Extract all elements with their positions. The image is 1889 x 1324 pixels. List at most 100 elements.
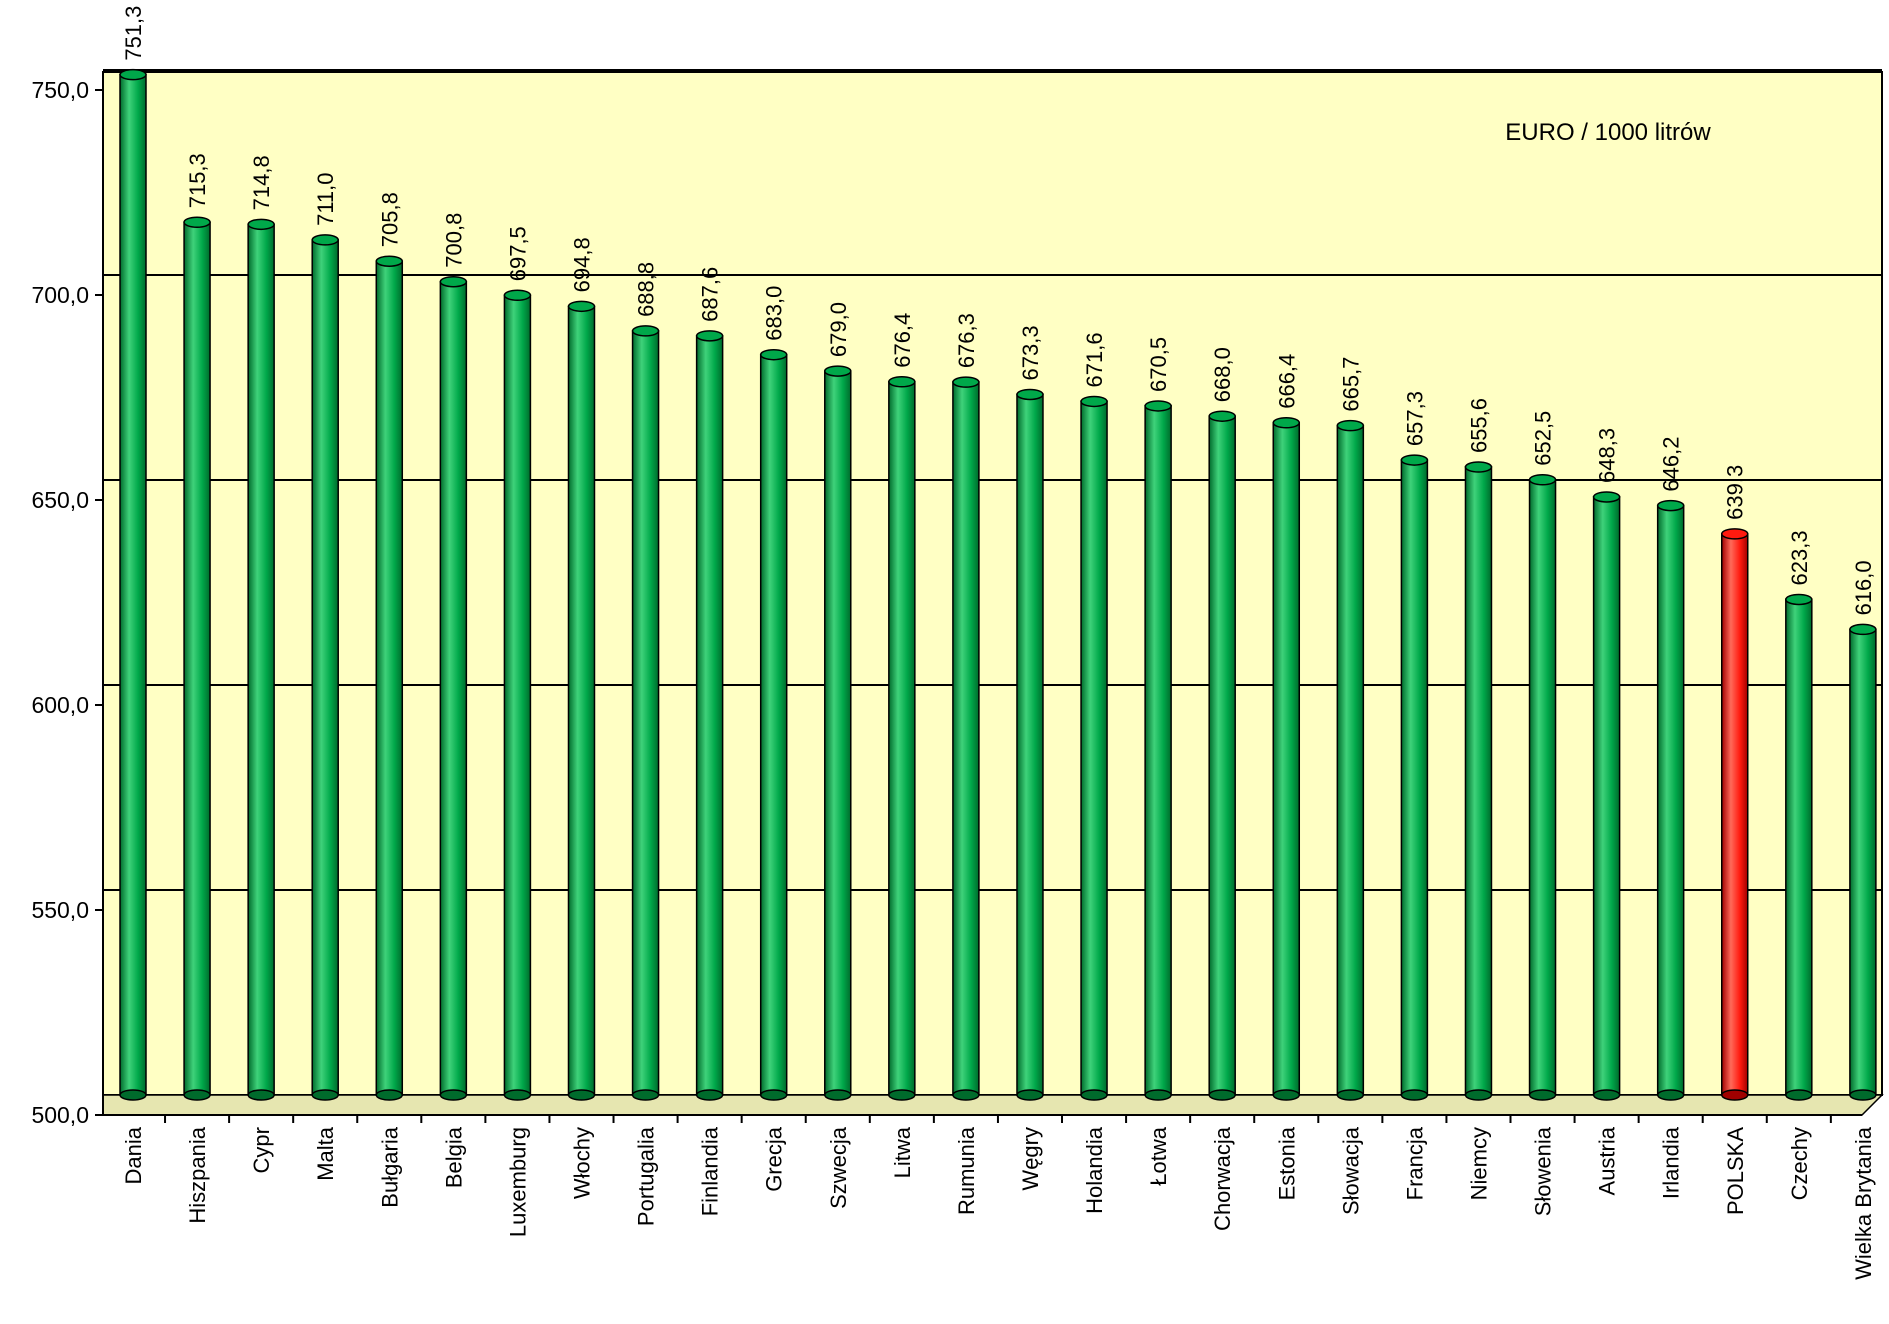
value-label: 751,3 [121,6,146,61]
bars [119,68,1877,1101]
category-label: Bułgaria [377,1126,402,1207]
value-label: 655,6 [1466,398,1491,453]
bar-body [824,370,852,1096]
bar-holandia [1080,395,1108,1101]
bar-top [824,365,852,377]
bar-francja [1400,454,1429,1101]
category-label: Hiszpania [185,1126,210,1223]
bar-body [1208,415,1236,1096]
value-label: 687,6 [698,267,723,322]
bar-chorwacja [1208,410,1236,1101]
bar-body [695,335,724,1096]
bar-top [1208,410,1236,422]
bar-top [1656,499,1685,512]
bar-base [1080,1089,1108,1101]
bar-włochy [567,300,596,1101]
bar-top [567,300,596,313]
bar-top [1080,395,1108,408]
bar-top [247,218,275,231]
bar-top [1272,417,1301,429]
value-label: 714,8 [249,155,274,210]
bar-rumunia [952,376,980,1101]
bar-top [631,325,660,337]
bar-base [247,1089,275,1101]
bar-szwecja [824,365,852,1101]
bar-body [1849,628,1877,1096]
bar-body [1592,496,1621,1096]
value-label: 711,0 [313,172,338,225]
bar-bułgaria [375,255,404,1101]
value-label: 697,5 [505,226,530,281]
labels: 751,3 Dania 715,3 Hiszpania 714,8 Cypr 711,0 Ma… [31,6,1875,1280]
category-label: Niemcy [1466,1127,1491,1200]
bar-body [631,330,660,1096]
bar-body [119,73,147,1096]
bar-body [1272,422,1301,1096]
bar-top [1592,491,1621,503]
category-label: Portugalia [634,1126,659,1226]
bar-estonia [1272,417,1301,1101]
bar-top [1400,454,1429,466]
bar-top [311,234,339,246]
bar-polska [1721,528,1749,1101]
category-label: Malta [313,1126,338,1181]
bar-base [1016,1089,1044,1101]
value-label: 679,0 [826,302,851,357]
bar-base [759,1089,788,1101]
category-label: Dania [121,1126,146,1184]
bar-top [183,216,211,229]
bar-węgry [1016,388,1044,1101]
bar-portugalia [631,325,660,1101]
category-label: Chorwacja [1210,1126,1235,1231]
y-tick-label: 700,0 [31,282,89,308]
bar-body [952,381,980,1096]
bar-body [1080,400,1108,1096]
value-label: 715,3 [185,153,210,208]
bar-top [1464,461,1493,473]
category-label: Łotwa [1146,1126,1171,1185]
category-label: Luxemburg [505,1127,530,1237]
bar-base [311,1089,339,1101]
bar-finlandia [695,330,724,1101]
category-label: Węgry [1018,1127,1043,1191]
value-label: 652,5 [1531,411,1556,466]
category-label: Rumunia [954,1126,979,1215]
value-label: 705,8 [377,192,402,247]
bar-body [247,223,275,1096]
category-label: Holandia [1082,1126,1107,1214]
bar-top [695,330,724,342]
bar-body [439,280,468,1096]
bar-base [1272,1089,1301,1101]
y-tick-label: 650,0 [31,487,89,513]
bar-base [1144,1089,1172,1101]
category-label: Wielka Brytania [1851,1126,1876,1280]
bar-top [1528,474,1557,486]
bar-wielka-brytania [1849,623,1877,1101]
bar-top [119,68,147,81]
bar-body [1464,466,1493,1096]
bar-base [503,1089,532,1101]
bar-top [1849,623,1877,636]
bar-austria [1592,491,1621,1101]
value-label: 673,3 [1018,325,1043,380]
category-label: Cypr [249,1127,274,1173]
bar-łotwa [1144,400,1172,1101]
category-label: POLSKA [1723,1127,1748,1215]
value-label: 676,4 [890,313,915,368]
y-tick-label: 600,0 [31,692,89,718]
category-label: Czechy [1787,1127,1812,1200]
bar-body [1400,459,1429,1096]
value-label: 666,4 [1274,354,1299,409]
category-label: Słowacja [1338,1126,1363,1215]
bar-base [1528,1089,1557,1101]
value-label: 616,0 [1851,560,1876,615]
category-label: Grecja [762,1126,787,1192]
bar-irlandia [1656,499,1685,1101]
bar-base [1336,1089,1365,1101]
y-tick-label: 500,0 [31,1102,89,1128]
bar-czechy [1785,593,1813,1101]
bar-body [1528,479,1557,1096]
bar-base [824,1089,852,1101]
bar-base [631,1089,660,1101]
